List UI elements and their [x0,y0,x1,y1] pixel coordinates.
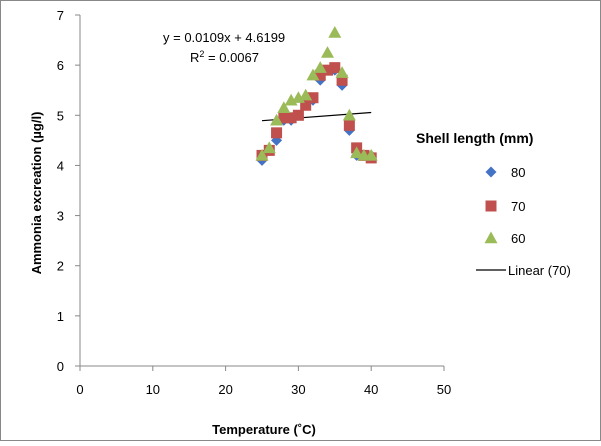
data-point-70 [285,112,297,124]
x-tick-label: 10 [146,382,160,397]
y-tick-label: 2 [57,259,64,274]
data-point-60 [277,101,291,113]
legend-label-70: 70 [511,199,525,214]
legend-label-trendline: Linear (70) [508,263,571,278]
legend-marker-70 [485,200,497,212]
legend-title: Shell length (mm) [416,130,533,146]
data-point-70 [314,69,326,81]
y-tick-label: 6 [57,58,64,73]
data-point-70 [343,119,355,131]
x-tick-label: 0 [76,382,83,397]
y-tick-label: 7 [57,8,64,23]
data-point-60 [342,108,356,121]
trendline-r-squared: R2 = 0.0067 [190,49,259,65]
data-point-60 [270,113,284,126]
data-point-60 [255,148,269,161]
trendline-equation: y = 0.0109x + 4.6199 [163,30,285,45]
x-tick-label: 40 [364,382,378,397]
data-point-70 [329,62,341,74]
y-tick-label: 1 [57,309,64,324]
y-tick-label: 5 [57,108,64,123]
data-point-70 [307,92,319,104]
data-point-60 [328,26,342,38]
data-point-70 [271,127,283,139]
data-point-70 [292,109,304,121]
data-point-70 [336,74,348,86]
legend-marker-60 [484,231,498,244]
data-point-60 [299,88,313,101]
data-point-60 [350,146,364,159]
data-point-60 [262,141,276,154]
data-point-60 [335,66,349,78]
y-tick-label: 0 [57,359,64,374]
data-point-70 [300,99,312,111]
x-axis-title: Temperature (˚C) [212,422,316,437]
data-points [255,26,378,166]
legend-label-60: 60 [511,231,525,246]
data-point-60 [313,61,327,73]
data-point-60 [364,148,378,161]
legend-marker-80 [485,166,497,178]
data-point-60 [306,68,320,81]
legend: Shell length (mm) 80 70 60 Linear (70) [416,130,571,278]
data-point-70 [278,112,290,124]
y-axis-title: Ammonia excreation (µg/l) [29,112,44,275]
y-tick-label: 3 [57,209,64,224]
data-point-60 [321,46,335,58]
x-tick-label: 20 [218,382,232,397]
data-point-70 [322,64,334,76]
x-tick-label: 30 [291,382,305,397]
x-tick-label: 50 [437,382,451,397]
legend-label-80: 80 [511,165,525,180]
axes: 0 1 2 3 4 5 6 7 0 10 20 30 40 50 [57,8,451,397]
y-tick-label: 4 [57,158,64,173]
